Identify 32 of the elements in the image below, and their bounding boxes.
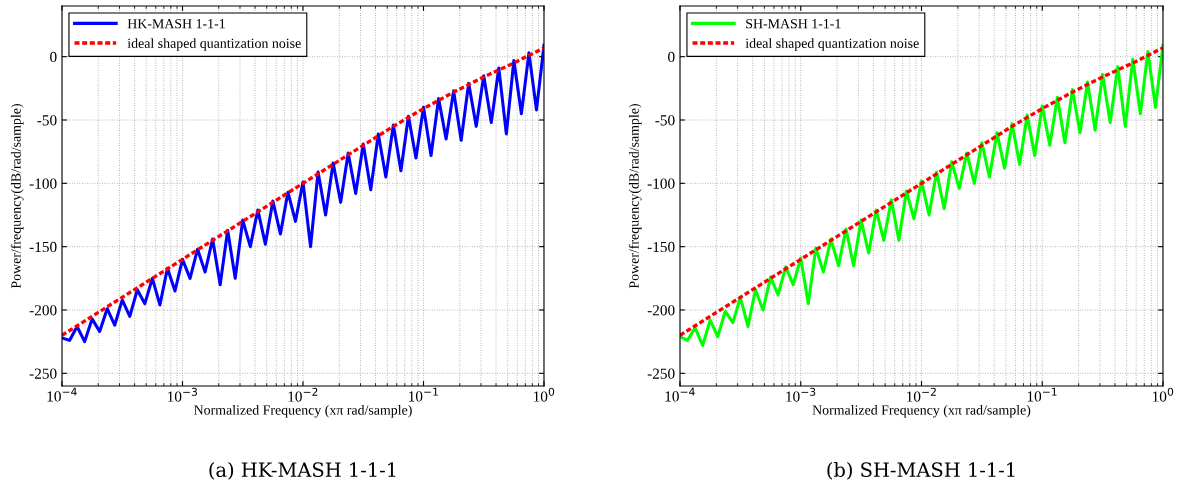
y-tick-label: -150 xyxy=(29,241,57,253)
text: (a) HK-MASH 1-1-1 xyxy=(209,462,396,480)
text: (b) SH-MASH 1-1-1 xyxy=(827,462,1015,480)
x-tick-label: 10$^{−1}$ xyxy=(1027,387,1057,402)
x-tick-label: 10$^{−2}$ xyxy=(907,387,936,402)
x-tick-label: 10$^{−1}$ xyxy=(409,387,438,402)
x-tick-label: 10$^{0}$ xyxy=(533,387,555,402)
y-tick-label: -250 xyxy=(29,368,57,379)
x-axis-title: Normalized Frequency (xπ rad/sample) xyxy=(194,404,412,418)
y-axis-title: Power/frequency(dB/rad/sample) xyxy=(10,104,24,289)
legend-label: ideal shaped quantization noise xyxy=(745,38,919,51)
y-tick-label: -100 xyxy=(29,178,57,189)
x-axis-title: Normalized Frequency (xπ rad/sample) xyxy=(812,404,1031,418)
y-axis-title: Power/frequency(dB/rad/sample) xyxy=(628,104,642,289)
y-tick-label: -200 xyxy=(647,305,675,316)
x-tick-label: 10$^{−3}$ xyxy=(786,387,816,402)
legend-label: SH-MASH 1-1-1 xyxy=(746,19,841,29)
y-tick-label: -200 xyxy=(29,305,57,316)
legend-label: HK-MASH 1-1-1 xyxy=(127,19,225,29)
y-tick-label: -250 xyxy=(647,368,675,379)
x-tick-label: 10$^{−3}$ xyxy=(168,387,198,402)
x-tick-label: 10$^{−4}$ xyxy=(47,387,77,402)
y-tick-label: -150 xyxy=(647,241,675,253)
x-tick-label: 10$^{−4}$ xyxy=(665,387,695,402)
x-tick-label: 10$^{0}$ xyxy=(1152,387,1174,402)
x-tick-label: 10$^{−2}$ xyxy=(288,387,318,402)
y-tick-label: -50 xyxy=(655,115,675,126)
y-tick-label: -100 xyxy=(647,178,675,189)
legend-label: ideal shaped quantization noise xyxy=(127,38,301,51)
y-tick-label: -50 xyxy=(37,115,57,126)
y-tick-label: 0 xyxy=(668,51,675,63)
y-tick-label: 0 xyxy=(50,51,57,63)
